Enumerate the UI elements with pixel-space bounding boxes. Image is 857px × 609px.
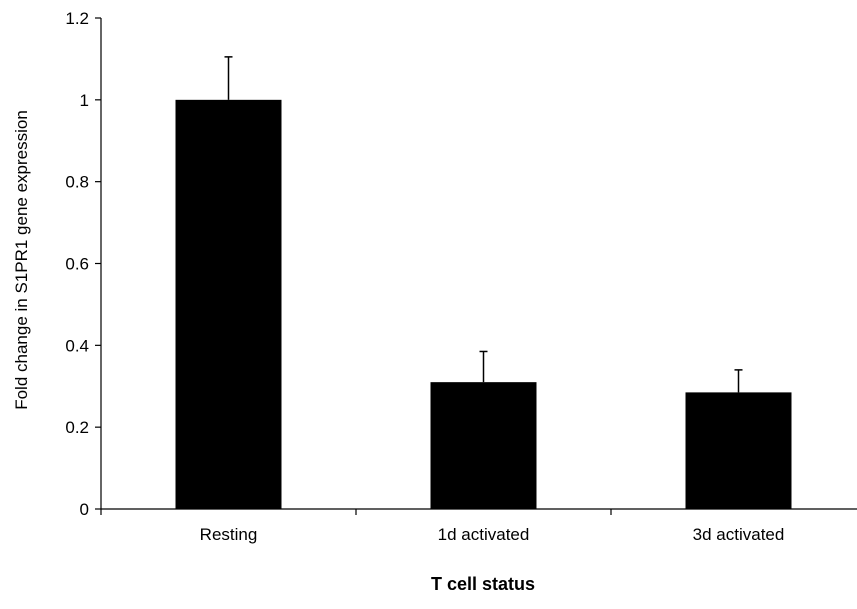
- error-bars-layer: [224, 56, 743, 393]
- y-tick-label: 0.8: [65, 173, 89, 192]
- y-tick-label: 1: [80, 91, 89, 110]
- y-tick-label: 0.4: [65, 336, 89, 355]
- y-axis-label: Fold change in S1PR1 gene expression: [12, 110, 31, 410]
- labels-layer: Resting 1d activated 3d activated 0 0.2 0.4 0.…: [65, 9, 784, 544]
- x-tick-label: 1d activated: [438, 525, 530, 544]
- bar-resting: [175, 99, 282, 509]
- x-axis-label: T cell status: [431, 574, 535, 594]
- bar-3d-activated: [685, 392, 792, 509]
- y-tick-label: 1.2: [65, 9, 89, 28]
- y-tick-label: 0: [80, 500, 89, 519]
- x-tick-label: Resting: [200, 525, 258, 544]
- axes-layer: [95, 17, 857, 515]
- bars-layer: [175, 99, 792, 509]
- y-tick-label: 0.2: [65, 418, 89, 437]
- bar-1d-activated: [430, 382, 537, 509]
- x-tick-label: 3d activated: [693, 525, 785, 544]
- y-tick-label: 0.6: [65, 255, 89, 274]
